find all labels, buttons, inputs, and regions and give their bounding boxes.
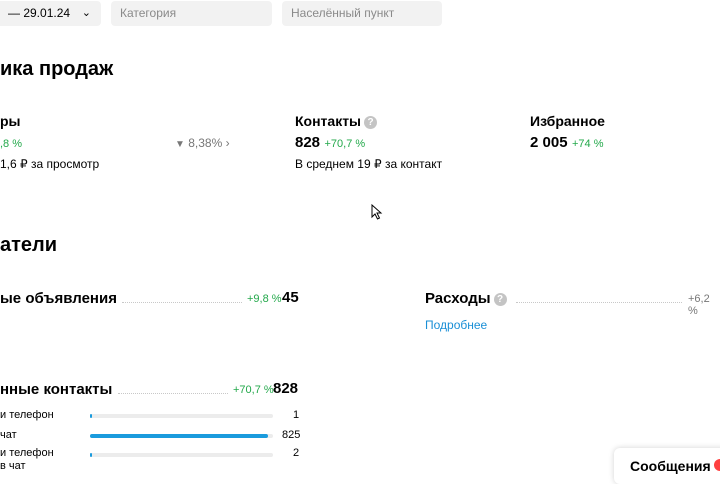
location-placeholder: Населённый пункт <box>291 6 395 20</box>
views-change: ,8 % <box>0 138 23 150</box>
breakdown-value: 2 <box>293 447 300 459</box>
received-contacts-change: +70,7 % <box>233 384 274 396</box>
expenses-title: Расходы <box>425 290 491 307</box>
conversion-value: 8,38% <box>188 136 223 150</box>
breakdown-bar <box>90 453 273 457</box>
contacts-leader-dots <box>118 393 228 394</box>
breakdown-bar-fill <box>90 414 93 418</box>
date-range-value: — 29.01.24 <box>8 6 71 20</box>
category-input[interactable]: Категория <box>111 1 272 26</box>
breakdown-bar-fill <box>90 453 93 457</box>
messages-label: Сообщения <box>630 458 711 474</box>
expenses-title-row: Расходы? <box>425 290 507 307</box>
contacts-change: +70,7 % <box>324 138 366 150</box>
breakdown-value: 825 <box>282 429 301 441</box>
notification-dot-icon <box>714 459 720 471</box>
expenses-details-link[interactable]: Подробнее <box>425 318 488 332</box>
ads-title: ые объявления <box>0 290 117 307</box>
help-icon[interactable]: ? <box>364 116 378 129</box>
location-input[interactable]: Населённый пункт <box>282 1 442 26</box>
ads-leader-dots <box>122 302 242 303</box>
contacts-value: 828 <box>295 134 321 151</box>
funnel-icon: ▼ <box>175 139 185 150</box>
received-contacts-value: 828 <box>273 380 299 397</box>
sales-heading: ика продаж <box>0 58 114 80</box>
favorites-title: Избранное <box>530 113 605 129</box>
breakdown-bar <box>90 434 273 438</box>
breakdown-value: 1 <box>293 409 300 421</box>
expenses-change: +6,2 % <box>688 293 710 317</box>
chevron-down-icon: ⌄ <box>81 7 91 19</box>
contacts-sub: В среднем 19 ₽ за контакт <box>295 157 443 171</box>
breakdown-bar-fill <box>90 434 268 438</box>
messages-button[interactable]: Сообщения <box>614 448 720 484</box>
category-placeholder: Категория <box>120 6 177 20</box>
favorites-change: +74 % <box>572 138 604 150</box>
breakdown-label: и телефон в чат <box>0 447 54 472</box>
received-contacts-title: нные контакты <box>0 381 113 398</box>
views-title: ры <box>0 113 21 129</box>
chevron-right-icon: › <box>225 136 230 150</box>
help-icon[interactable]: ? <box>493 293 507 306</box>
contacts-title-row: Контакты? <box>295 113 378 129</box>
contacts-breakdown: и телефон 1 чат 825 и телефон в чат 2 <box>0 409 300 479</box>
conversion-link[interactable]: ▼ 8,38% › <box>175 136 230 150</box>
breakdown-bar <box>90 414 273 418</box>
date-range-select[interactable]: — 29.01.24 ⌄ <box>0 1 101 26</box>
contacts-title: Контакты <box>295 113 362 129</box>
metrics-heading: атели <box>0 234 58 256</box>
contacts-value-row: 828 +70,7 % <box>295 134 365 152</box>
views-sub: 1,6 ₽ за просмотр <box>0 157 100 171</box>
mouse-cursor-icon <box>371 204 383 220</box>
ads-change: +9,8 % <box>247 293 282 305</box>
favorites-value-row: 2 005 +74 % <box>530 134 604 152</box>
expenses-leader-dots <box>516 302 682 303</box>
breakdown-label: чат <box>0 429 17 441</box>
breakdown-label: и телефон <box>0 409 54 421</box>
favorites-value: 2 005 <box>530 134 568 151</box>
ads-value: 45 <box>282 289 299 306</box>
